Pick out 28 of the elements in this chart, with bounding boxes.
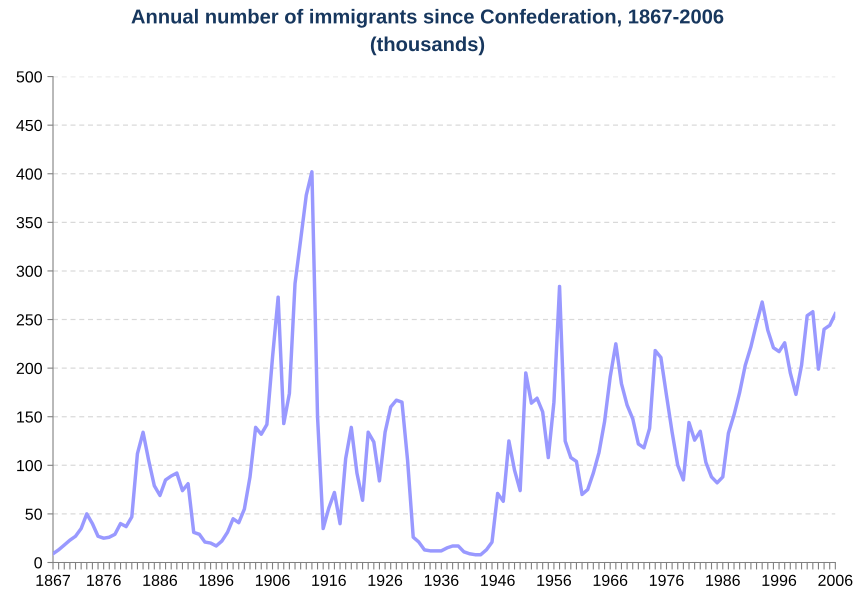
x-tick-label: 1976 — [650, 574, 684, 586]
y-tick-label: 200 — [16, 362, 42, 374]
y-tick-label: 400 — [16, 168, 42, 180]
y-tick-label: 450 — [16, 120, 42, 132]
x-tick-label: 1926 — [368, 574, 402, 586]
y-tick-label: 500 — [16, 71, 42, 83]
x-tick-label: 1966 — [594, 574, 628, 586]
x-tick-label: 1906 — [256, 574, 290, 586]
x-tick-label: 1996 — [762, 574, 796, 586]
x-tick-label: 1916 — [312, 574, 346, 586]
x-tick-label: 1936 — [424, 574, 458, 586]
x-tick-label: 1956 — [537, 574, 571, 586]
x-tick-label: 1896 — [200, 574, 234, 586]
y-tick-label: 250 — [16, 314, 42, 326]
y-tick-label: 150 — [17, 411, 42, 423]
x-tick-label: 1946 — [481, 574, 515, 586]
line-series — [53, 170, 836, 556]
y-tick-label: 350 — [16, 216, 42, 228]
x-tick-label: 1986 — [706, 574, 740, 586]
y-tick-label: 50 — [25, 508, 42, 520]
y-tick-label: 0 — [34, 557, 42, 568]
x-tick-label: 2006 — [818, 574, 852, 586]
x-tick-label: 1886 — [143, 574, 178, 586]
y-tick-label: 300 — [16, 266, 42, 277]
x-tick-label: 1867 — [36, 574, 70, 586]
chart-title: Annual number of immigrants since Confederation, 1867-2006 (thousands) — [131, 8, 724, 56]
y-tick-label: 100 — [17, 460, 42, 472]
x-tick-label: 1876 — [87, 574, 121, 586]
